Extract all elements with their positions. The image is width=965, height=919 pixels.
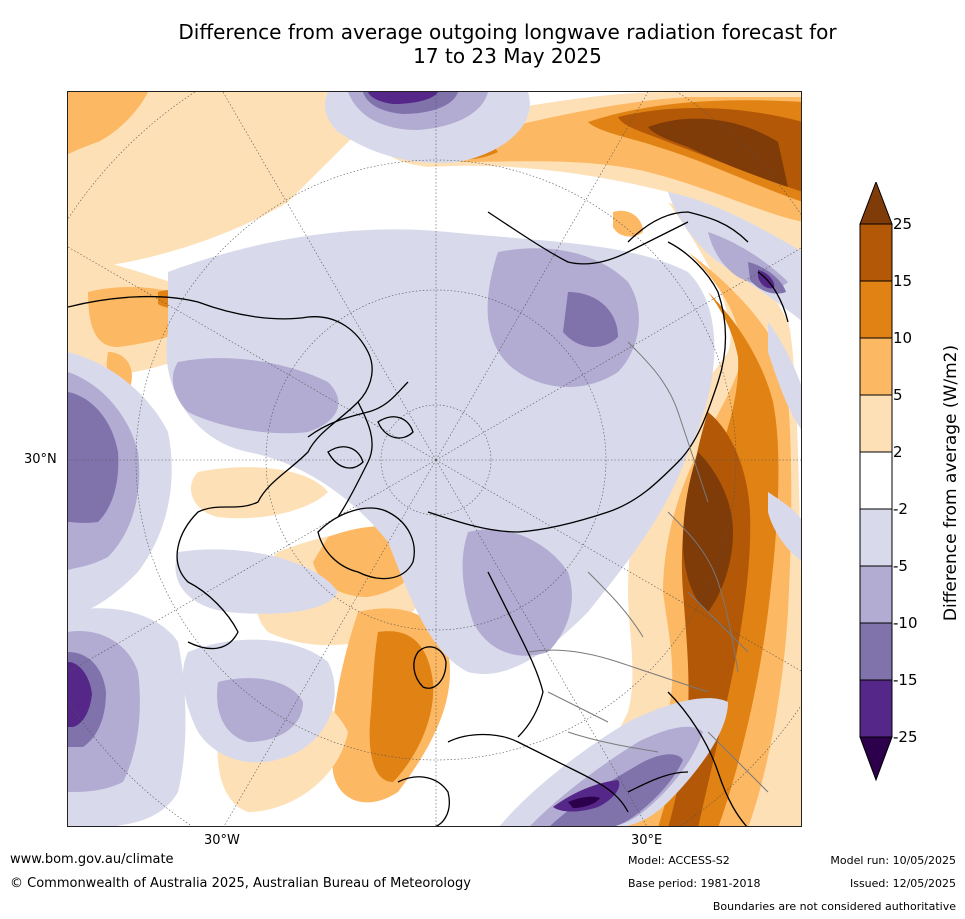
colorbar-15-25 xyxy=(859,223,893,282)
colorbar-tick-neg2: -2 xyxy=(893,500,908,518)
colorbar-neg2-2 xyxy=(859,451,893,510)
colorbar-tick-neg25: -25 xyxy=(893,728,918,746)
colorbar-tick-2: 2 xyxy=(893,443,903,461)
colorbar-neg15-neg10 xyxy=(859,622,893,681)
coastlines xyxy=(68,211,789,826)
colorbar-tick-25: 25 xyxy=(893,215,913,233)
colorbar-tick-neg10: -10 xyxy=(893,614,918,632)
negative-anomaly-regions xyxy=(68,92,801,826)
colorbar-tick-neg15: -15 xyxy=(893,671,918,689)
colorbar-tick-15: 15 xyxy=(893,272,913,290)
title-line-2: 17 to 23 May 2025 xyxy=(413,44,602,68)
colorbar-above-25 xyxy=(859,182,893,225)
footer-copyright: © Commonwealth of Australia 2025, Austra… xyxy=(10,876,471,891)
country-borders xyxy=(527,341,769,793)
colorbar-below-neg25 xyxy=(859,736,893,782)
footer-base-period: Base period: 1981-2018 xyxy=(628,877,761,890)
colorbar-neg5-neg2 xyxy=(859,508,893,567)
lon-label-30w: 30°W xyxy=(204,833,240,848)
footer-website: www.bom.gov.au/climate xyxy=(10,852,174,867)
colorbar-title: Difference from average (W/m2) xyxy=(941,344,961,622)
footer-model: Model: ACCESS-S2 xyxy=(628,854,730,867)
colorbar-2-5 xyxy=(859,394,893,453)
anomaly-map-svg xyxy=(68,92,801,826)
colorbar-5-10 xyxy=(859,337,893,396)
polar-map xyxy=(67,91,802,827)
colorbar-tick-10: 10 xyxy=(893,329,913,347)
lat-label-30n: 30°N xyxy=(24,452,57,467)
graticule xyxy=(68,92,801,826)
colorbar-tick-neg5: -5 xyxy=(893,557,908,575)
colorbar-neg10-neg5 xyxy=(859,565,893,624)
colorbar-10-15 xyxy=(859,280,893,339)
colorbar-neg25-neg15 xyxy=(859,679,893,738)
lon-label-30e: 30°E xyxy=(631,833,663,848)
colorbar-tick-5: 5 xyxy=(893,386,903,404)
colorbar xyxy=(859,182,893,782)
footer-disclaimer: Boundaries are not considered authoritat… xyxy=(712,900,956,913)
map-title: Difference from average outgoing longwav… xyxy=(60,20,955,68)
footer-model-run: Model run: 10/05/2025 xyxy=(830,854,956,867)
footer-issued: Issued: 12/05/2025 xyxy=(849,877,956,890)
title-line-1: Difference from average outgoing longwav… xyxy=(178,20,837,44)
